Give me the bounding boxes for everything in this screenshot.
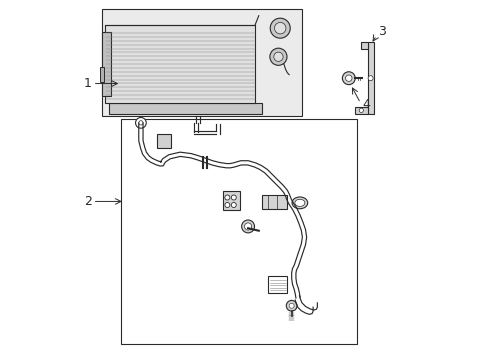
Circle shape [269,48,286,65]
Bar [157,134,170,148]
Bar [121,119,356,344]
Circle shape [274,22,285,34]
Bar [354,107,367,114]
Text: 3: 3 [378,25,386,38]
Text: 1: 1 [83,77,91,90]
Bar [262,195,286,209]
Circle shape [224,203,229,207]
Bar [267,276,287,293]
Bar [100,67,104,82]
Circle shape [241,220,254,233]
Circle shape [231,195,236,200]
Circle shape [345,75,351,81]
Circle shape [270,18,290,38]
Circle shape [367,76,372,81]
Circle shape [135,117,146,128]
Circle shape [139,121,143,125]
Text: 4: 4 [362,99,369,112]
Ellipse shape [294,199,304,206]
Circle shape [358,108,363,112]
Circle shape [224,195,229,200]
Circle shape [231,203,236,207]
Circle shape [342,72,354,85]
Bar [102,32,110,96]
Circle shape [273,52,283,62]
Bar [108,103,262,114]
Circle shape [288,303,294,308]
Bar [105,24,255,103]
Ellipse shape [291,197,307,209]
Circle shape [285,300,296,311]
Text: 2: 2 [83,195,91,208]
Bar [223,191,240,210]
Bar [102,9,301,116]
Bar [367,42,373,114]
Bar [360,42,367,49]
Circle shape [244,223,251,230]
